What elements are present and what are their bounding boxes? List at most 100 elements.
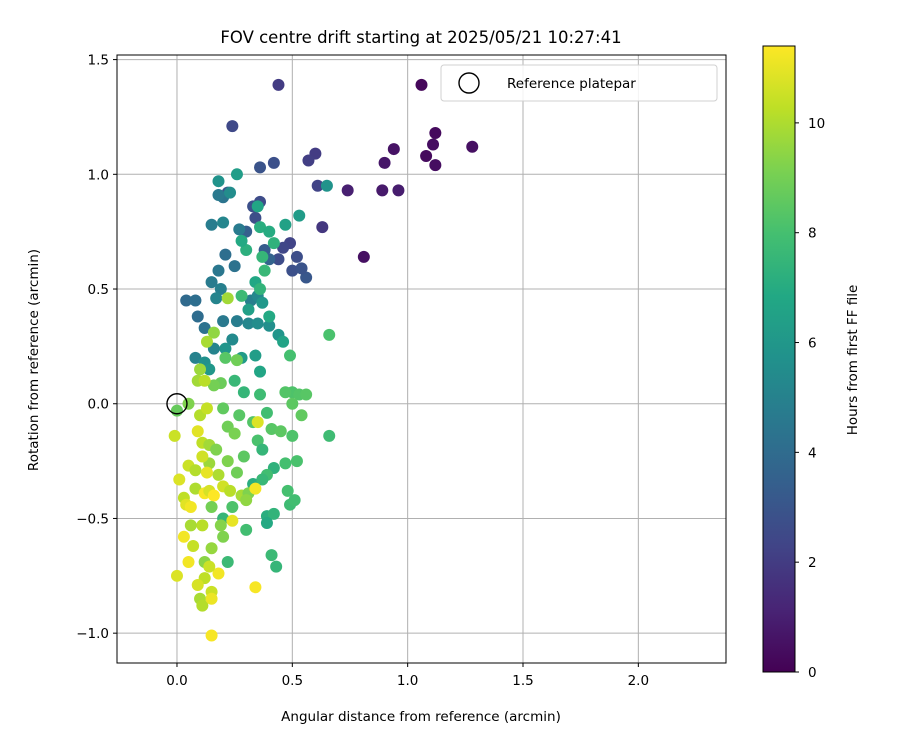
reference-marker (166, 393, 188, 415)
data-point (240, 523, 253, 536)
data-point (221, 556, 234, 569)
data-point (357, 250, 370, 263)
data-point (267, 156, 280, 169)
data-point (251, 416, 264, 429)
data-point (254, 283, 267, 296)
data-point (219, 342, 232, 355)
data-point (182, 397, 195, 410)
y-tick-label: 1.5 (88, 53, 109, 69)
data-point (286, 264, 299, 277)
data-point (198, 322, 211, 335)
data-point (392, 184, 405, 197)
legend-label: Reference platepar (507, 76, 636, 92)
data-point (184, 500, 197, 513)
data-point (217, 315, 230, 328)
data-point (226, 120, 239, 133)
data-point (256, 473, 269, 486)
data-point (281, 484, 294, 497)
data-point (240, 244, 253, 257)
data-point (302, 154, 315, 167)
data-point (277, 241, 290, 254)
data-point (224, 484, 237, 497)
colorbar-tick-label: 8 (808, 226, 817, 242)
data-point (200, 466, 213, 479)
data-point (295, 262, 308, 275)
data-point (217, 530, 230, 543)
data-point (196, 450, 209, 463)
data-point (212, 175, 225, 188)
data-point (237, 450, 250, 463)
y-axis-ticks: −1.0 −0.5 0.0 0.5 1.0 1.5 (76, 53, 117, 642)
data-point (168, 429, 181, 442)
plot-area: 0.0 0.5 1.0 1.5 2.0 −1.0 −0.5 0.0 0.5 1.0 1.5 (76, 53, 727, 689)
data-point (263, 225, 276, 238)
data-point (270, 560, 283, 573)
data-point (173, 473, 186, 486)
x-tick-label: 2.0 (628, 673, 649, 689)
y-tick-label: 1.0 (88, 167, 109, 183)
y-tick-label: −0.5 (76, 511, 109, 527)
data-point (228, 374, 241, 387)
data-point (217, 216, 230, 229)
data-point (170, 569, 183, 582)
data-point (224, 186, 237, 199)
data-point (300, 388, 313, 401)
data-point (207, 379, 220, 392)
data-point (341, 184, 354, 197)
data-point (249, 581, 262, 594)
data-point (387, 143, 400, 156)
data-point (214, 519, 227, 532)
data-point (203, 363, 216, 376)
data-point (260, 406, 273, 419)
x-axis-ticks: 0.0 0.5 1.0 1.5 2.0 (166, 663, 649, 689)
data-point (196, 599, 209, 612)
data-point (191, 578, 204, 591)
data-point (267, 507, 280, 520)
data-point (429, 159, 442, 172)
data-point (284, 349, 297, 362)
x-tick-label: 1.5 (512, 673, 533, 689)
data-point (323, 429, 336, 442)
colorbar-ticks: 0 2 4 6 8 10 (795, 116, 825, 681)
data-point (429, 127, 442, 140)
legend-box (440, 64, 718, 102)
data-point (205, 629, 218, 642)
plot-frame (116, 54, 727, 664)
data-point (187, 539, 200, 552)
data-point (274, 425, 287, 438)
data-point (226, 500, 239, 513)
data-point (242, 317, 255, 330)
data-point (256, 443, 269, 456)
data-point (217, 402, 230, 415)
data-point (205, 218, 218, 231)
data-point (221, 455, 234, 468)
data-point (265, 549, 278, 562)
data-point (290, 455, 303, 468)
data-point (415, 78, 428, 91)
data-point (256, 296, 269, 309)
data-point (194, 363, 207, 376)
data-point (290, 250, 303, 263)
colorbar-gradient (762, 45, 796, 673)
data-point (251, 317, 264, 330)
data-point (228, 260, 241, 273)
data-point (207, 489, 220, 502)
data-point (293, 209, 306, 222)
data-point (286, 397, 299, 410)
colorbar-tick-label: 0 (808, 665, 817, 681)
data-point (230, 315, 243, 328)
data-point (254, 365, 267, 378)
colorbar-tick-label: 4 (808, 445, 817, 461)
data-point (420, 149, 433, 162)
data-point (311, 179, 324, 192)
data-points (168, 78, 479, 642)
data-point (251, 434, 264, 447)
data-point (466, 140, 479, 153)
data-point (240, 494, 253, 507)
legend: Reference platepar (440, 64, 718, 102)
data-point (378, 156, 391, 169)
data-point (260, 517, 273, 530)
data-point (251, 200, 264, 213)
data-point (200, 402, 213, 415)
